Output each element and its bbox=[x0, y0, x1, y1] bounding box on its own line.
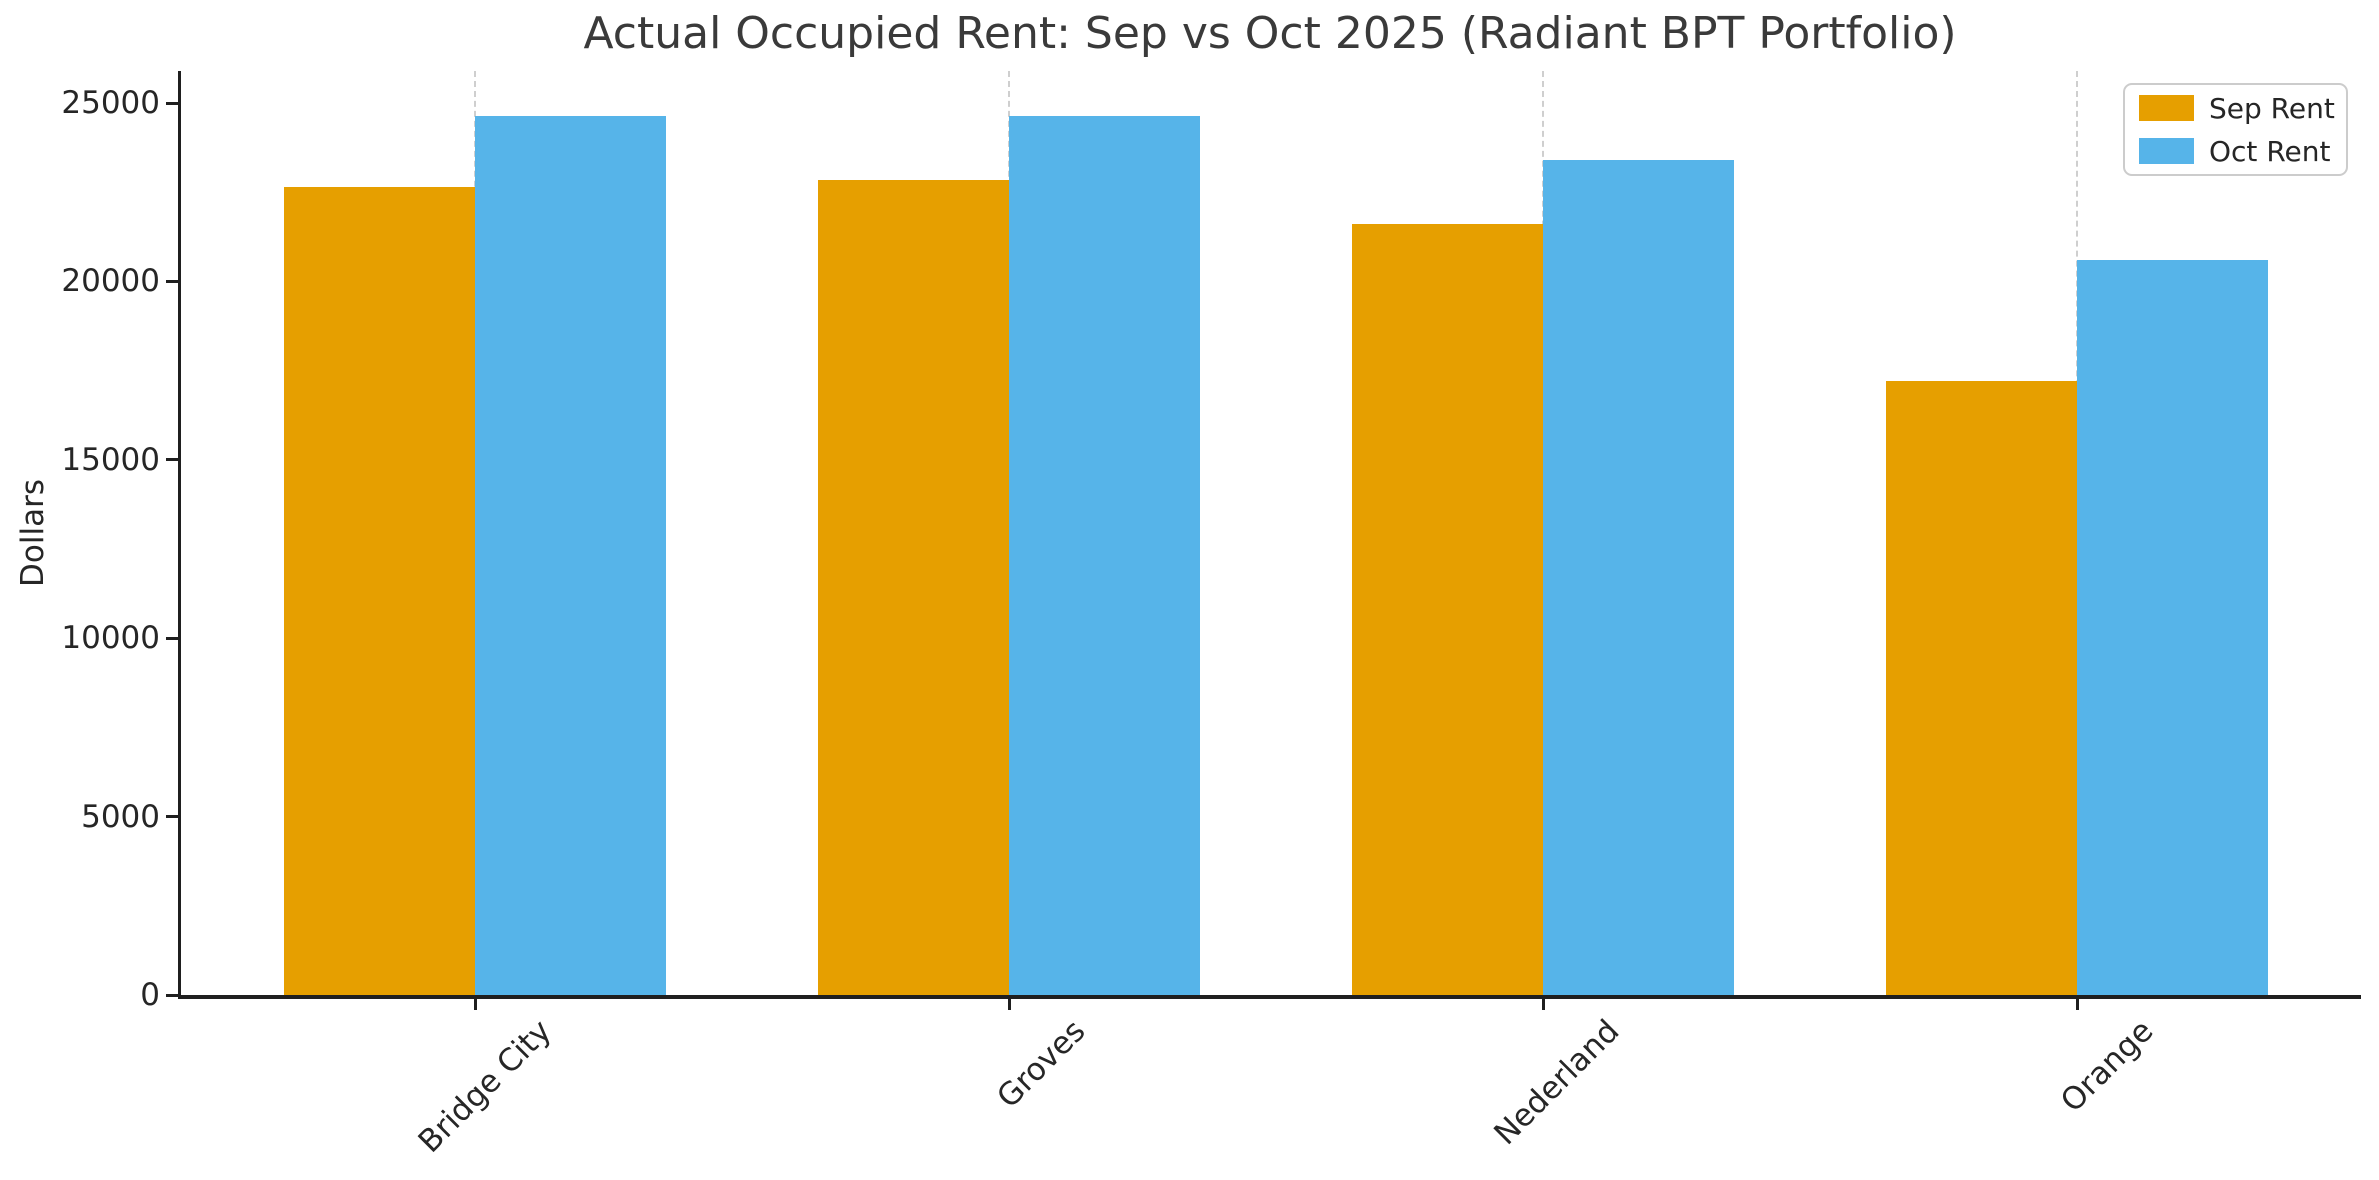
legend-item-sep-rent: Sep Rent bbox=[2139, 91, 2335, 125]
y-tick-label-5000: 5000 bbox=[81, 798, 160, 835]
chart-title: Actual Occupied Rent: Sep vs Oct 2025 (R… bbox=[583, 8, 1957, 59]
y-tick-label-25000: 25000 bbox=[61, 85, 160, 122]
y-tick-label-0: 0 bbox=[140, 977, 160, 1013]
x-tick-mark-nederland bbox=[1541, 998, 1545, 1010]
x-axis-spine bbox=[178, 995, 2361, 999]
y-tick-mark-25000 bbox=[166, 101, 179, 105]
legend-swatch-sep-rent bbox=[2139, 95, 2194, 121]
bar-oct-rent-nederland bbox=[1543, 160, 1734, 995]
bar-oct-rent-bridge-city bbox=[475, 116, 666, 995]
legend-item-oct-rent: Oct Rent bbox=[2139, 135, 2332, 168]
x-tick-label-groves: Groves bbox=[990, 1013, 1093, 1116]
y-tick-mark-10000 bbox=[166, 636, 179, 640]
legend: Sep Rent Oct Rent bbox=[2123, 83, 2348, 176]
x-tick-mark-groves bbox=[1007, 998, 1011, 1010]
x-tick-mark-bridge-city bbox=[473, 998, 477, 1010]
y-tick-label-10000: 10000 bbox=[61, 620, 160, 657]
y-tick-mark-0 bbox=[166, 993, 179, 997]
y-tick-mark-15000 bbox=[166, 458, 179, 462]
bar-sep-rent-nederland bbox=[1352, 224, 1543, 995]
bar-oct-rent-orange bbox=[2077, 260, 2268, 995]
bar-oct-rent-groves bbox=[1009, 116, 1200, 995]
bar-sep-rent-groves bbox=[818, 180, 1009, 995]
legend-label-oct-rent: Oct Rent bbox=[2209, 134, 2331, 168]
y-axis-spine bbox=[178, 71, 181, 999]
x-tick-mark-orange bbox=[2075, 998, 2079, 1010]
y-tick-mark-5000 bbox=[166, 815, 179, 819]
bar-sep-rent-orange bbox=[1886, 381, 2077, 995]
y-tick-label-20000: 20000 bbox=[61, 263, 160, 300]
y-axis-label: Dollars bbox=[15, 479, 51, 587]
legend-swatch-oct-rent bbox=[2139, 138, 2194, 164]
x-tick-label-orange: Orange bbox=[2054, 1013, 2161, 1120]
legend-label-sep-rent: Sep Rent bbox=[2209, 91, 2335, 125]
y-tick-label-15000: 15000 bbox=[61, 441, 160, 478]
y-tick-mark-20000 bbox=[166, 279, 179, 283]
x-tick-label-bridge-city: Bridge City bbox=[411, 1013, 559, 1160]
x-tick-label-nederland: Nederland bbox=[1487, 1013, 1627, 1153]
bar-sep-rent-bridge-city bbox=[284, 187, 475, 995]
